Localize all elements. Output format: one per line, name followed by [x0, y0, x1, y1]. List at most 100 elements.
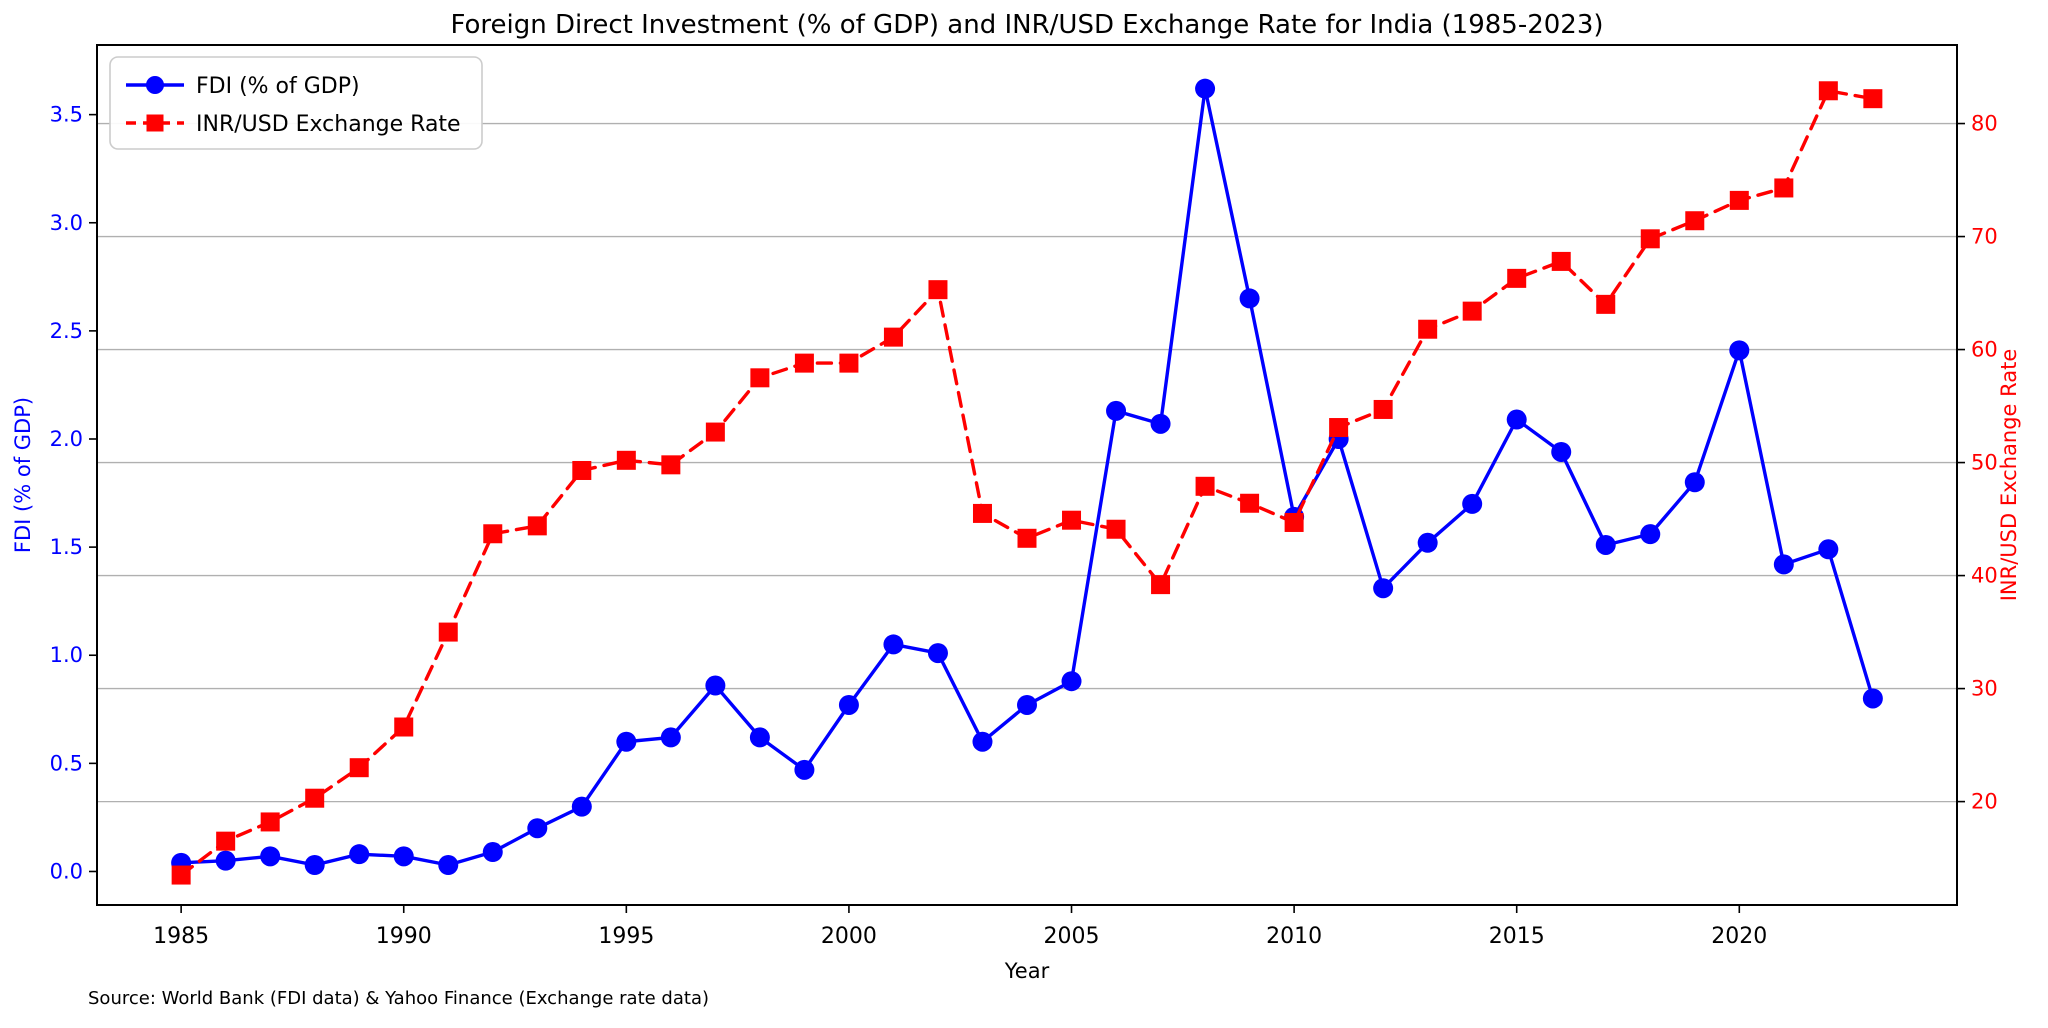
tick-label: 2.5: [50, 319, 83, 343]
data-point-marker: [1640, 229, 1660, 249]
tick-label: 2010: [1266, 924, 1322, 949]
tick-label: 30: [1971, 677, 1998, 701]
data-point-marker: [1150, 413, 1171, 434]
data-point-marker: [393, 846, 414, 867]
data-point-marker: [1418, 319, 1438, 339]
left-y-axis-label: FDI (% of GDP): [11, 397, 35, 553]
data-point-marker: [1462, 301, 1482, 321]
tick-label: 1985: [153, 924, 209, 949]
data-point-marker: [1684, 472, 1705, 493]
data-point-marker: [1195, 476, 1215, 496]
legend-item-rate-label: INR/USD Exchange Rate: [196, 112, 461, 137]
data-point-marker: [571, 796, 592, 817]
legend-rate-marker-icon: [146, 114, 164, 132]
tick-label: 2015: [1489, 924, 1545, 949]
tick-label: 60: [1971, 338, 1998, 362]
data-point-marker: [616, 731, 637, 752]
data-point-marker: [1240, 493, 1260, 513]
data-point-marker: [661, 455, 681, 475]
data-point-marker: [750, 368, 770, 388]
data-point-marker: [349, 758, 369, 778]
tick-label: 0.5: [50, 751, 83, 775]
data-point-marker: [171, 865, 191, 885]
data-point-marker: [749, 727, 770, 748]
data-point-marker: [1506, 409, 1527, 430]
data-point-marker: [1729, 340, 1750, 361]
data-point-marker: [1640, 524, 1661, 545]
legend-fdi-marker-icon: [146, 76, 164, 94]
data-point-marker: [572, 460, 592, 480]
data-point-marker: [838, 694, 859, 715]
data-point-marker: [1685, 211, 1705, 231]
data-point-marker: [1507, 268, 1527, 288]
tick-label: 20: [1971, 790, 1998, 814]
tick-label: 2005: [1044, 924, 1100, 949]
data-point-marker: [927, 643, 948, 664]
data-point-marker: [1017, 528, 1037, 548]
tick-label: 1995: [598, 924, 654, 949]
data-point-marker: [972, 503, 992, 523]
data-point-marker: [215, 850, 236, 871]
data-point-marker: [1774, 178, 1794, 198]
tick-label: 1990: [376, 924, 432, 949]
chart-title: Foreign Direct Investment (% of GDP) and…: [450, 10, 1603, 40]
data-point-marker: [705, 422, 725, 442]
tick-label: 1.5: [50, 535, 83, 559]
data-point-marker: [1061, 671, 1082, 692]
data-point-marker: [839, 353, 859, 373]
tick-label: 2020: [1711, 924, 1767, 949]
data-point-marker: [972, 731, 993, 752]
data-point-marker: [1062, 510, 1082, 530]
tick-label: 50: [1971, 451, 1998, 475]
data-point-marker: [1017, 694, 1037, 715]
data-point-marker: [1551, 251, 1571, 271]
data-point-marker: [616, 450, 636, 470]
data-point-marker: [1596, 294, 1616, 314]
legend-item-fdi-label: FDI (% of GDP): [196, 74, 360, 99]
tick-label: 2.0: [50, 427, 83, 451]
data-point-marker: [1239, 288, 1260, 309]
axis-ticks: 0.0 0.5 1.0 1.5 2.0 2.5 3.0 3.5 20 30 40 50 60 70 80 19…: [50, 103, 1998, 949]
data-point-marker: [304, 854, 325, 875]
data-point-marker: [928, 280, 948, 300]
data-point-marker: [1106, 400, 1127, 421]
data-point-marker: [1284, 512, 1304, 532]
tick-label: 0.0: [50, 859, 83, 883]
source-note: Source: World Bank (FDI data) & Yahoo Fi…: [88, 988, 709, 1009]
data-point-marker: [1329, 418, 1349, 438]
tick-label: 80: [1971, 112, 1998, 136]
data-point-marker: [1151, 575, 1171, 595]
data-point-marker: [1373, 578, 1394, 599]
data-point-marker: [438, 854, 459, 875]
data-point-marker: [527, 516, 547, 536]
data-point-marker: [1195, 78, 1216, 99]
tick-label: 40: [1971, 564, 1998, 588]
data-point-marker: [1862, 688, 1883, 709]
data-point-marker: [216, 831, 236, 851]
data-point-marker: [260, 846, 281, 867]
plot-border: [96, 44, 1958, 906]
fdi-line-series: [171, 78, 1883, 875]
data-point-marker: [883, 634, 904, 655]
data-point-marker: [1818, 81, 1838, 101]
data-point-marker: [305, 788, 325, 808]
tick-label: 3.5: [50, 103, 83, 127]
data-point-marker: [1863, 89, 1883, 109]
tick-label: 70: [1971, 225, 1998, 249]
data-point-marker: [883, 327, 903, 347]
data-point-marker: [438, 622, 458, 642]
data-point-marker: [260, 812, 280, 832]
data-point-marker: [1729, 190, 1749, 210]
data-point-marker: [794, 759, 815, 780]
data-point-marker: [1595, 534, 1616, 555]
data-point-marker: [482, 842, 503, 863]
data-point-marker: [705, 675, 726, 696]
x-axis-label: Year: [1004, 959, 1050, 983]
data-point-marker: [1773, 554, 1794, 575]
right-y-axis-label: INR/USD Exchange Rate: [1997, 349, 2021, 602]
data-point-marker: [660, 727, 681, 748]
exchange-rate-series: [171, 81, 1883, 885]
data-point-marker: [1106, 519, 1126, 539]
